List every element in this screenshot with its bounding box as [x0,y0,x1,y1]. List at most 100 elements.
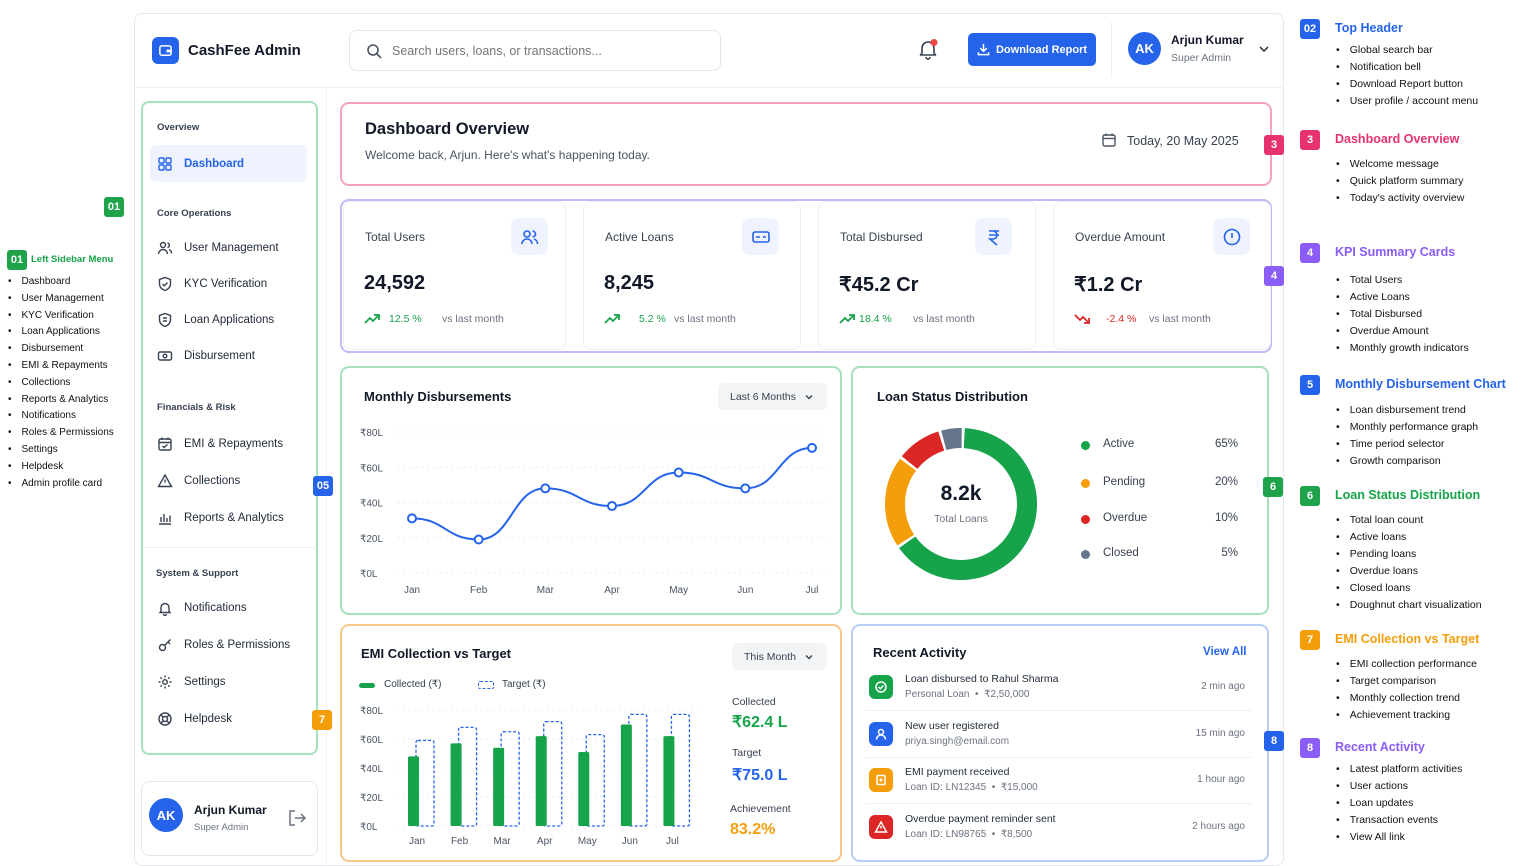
sidebar-item-label: Loan Applications [184,313,275,326]
time-period-selector[interactable]: Last 6 Months [718,383,827,410]
sidebar-item-loan-applications[interactable]: Loan Applications [150,301,307,338]
sidebar-item-label: KYC Verification [184,277,268,290]
left-annotation-item: Reports & Analytics [4,392,114,409]
activity-icon-box [869,722,893,746]
activity-title[interactable]: EMI payment received [905,766,1010,778]
alert-circle-icon [1223,228,1240,245]
sidebar-item-label: Settings [184,675,226,688]
grid-icon [158,156,172,171]
kpi-card[interactable] [583,201,801,350]
sidebar-item-settings[interactable]: Settings [150,663,307,700]
legend-label: Active [1103,438,1135,450]
sidebar-item-roles-permissions[interactable]: Roles & Permissions [150,626,307,663]
right-annotation-title: Loan Status Distribution [1335,488,1481,502]
header-separator [1111,22,1112,78]
donut-slice-closed [941,428,962,451]
collected-bar [620,724,632,826]
left-annotation-item: Settings [4,442,114,459]
kpi-icon-box [511,218,548,255]
right-annotation-list: Total loan countActive loansPending loan… [1332,512,1482,614]
disbursement-chart-title: Monthly Disbursements [364,389,512,404]
right-annotation-item: Target comparison [1332,673,1477,690]
avatar[interactable]: AK [1128,32,1161,65]
achievement-value: 83.2% [730,821,776,838]
activity-title[interactable]: Overdue payment reminder sent [905,813,1056,825]
header-user-name[interactable]: Arjun Kumar [1171,33,1244,47]
view-all-link[interactable]: View All [1203,646,1247,658]
right-annotation-item: User actions [1332,778,1462,795]
kpi-card[interactable] [1053,201,1271,350]
collected-bar [578,752,590,826]
legend-dot [1081,441,1090,450]
x-tick-label: Feb [470,585,488,596]
sidebar-item-collections[interactable]: Collections [150,462,307,499]
bell-icon [158,602,172,616]
sidebar-annotation-badge-05: 05 [313,476,333,496]
sidebar-item-notifications[interactable]: Notifications [150,589,307,626]
sidebar-item-reports-analytics[interactable]: Reports & Analytics [150,499,307,536]
activity-divider [866,757,1252,758]
right-annotation-item: Doughnut chart visualization [1332,597,1482,614]
right-annotation-item: Loan updates [1332,795,1462,812]
right-annotation-badge: 3 [1300,130,1320,150]
y-tick-label: ₹40L [360,499,383,510]
download-icon [977,43,990,56]
right-annotation-title: KPI Summary Cards [1335,245,1456,259]
sidebar-item-dashboard[interactable]: Dashboard [150,145,307,182]
trend-up-icon [364,314,380,324]
sidebar-item-label: User Management [184,241,279,254]
right-annotation-list: Welcome messageQuick platform summaryTod… [1332,156,1465,207]
brand-logo-icon[interactable] [152,37,179,64]
search-input[interactable] [392,43,692,58]
users-icon [157,241,173,254]
right-annotation-item: User profile / account menu [1332,93,1478,110]
right-annotation-badge: 7 [1300,630,1320,650]
right-annotation-item: Overdue Amount [1332,323,1469,340]
left-annotation-item: Collections [4,375,114,392]
right-annotation-item: Monthly collection trend [1332,690,1477,707]
download-report-button[interactable]: Download Report [968,33,1096,66]
left-annotation-item: Loan Applications [4,324,114,341]
activity-title[interactable]: New user registered [905,720,999,732]
activity-subtitle: Loan ID: LN12345 • ₹15,000 [905,782,1038,793]
sidebar-item-helpdesk[interactable]: Helpdesk [150,700,307,737]
activity-icon-box [869,815,893,839]
donut-slice-overdue [901,431,945,470]
y-tick-label: ₹20L [360,793,383,804]
bar-chart-icon [159,513,171,525]
admin-profile-card[interactable]: AK Arjun Kumar Super Admin [141,781,318,856]
global-search-bar[interactable] [349,30,721,71]
profile-user-role: Super Admin [194,822,249,833]
kpi-value: ₹45.2 Cr [839,274,919,296]
chevron-down-icon[interactable] [1258,42,1270,60]
x-tick-label: Jan [409,836,425,847]
recent-annotation-badge: 8 [1264,731,1284,751]
warning-icon [874,820,888,833]
right-annotation-item: Quick platform summary [1332,173,1464,190]
left-annotation-item: EMI & Repayments [4,358,114,375]
series-line [411,446,813,541]
legend-label: Closed [1103,547,1139,559]
right-annotation-badge: 02 [1300,19,1320,39]
sidebar-item-emi-repayments[interactable]: EMI & Repayments [150,425,307,462]
legend-collected-label: Collected (₹) [384,679,442,690]
notification-bell-icon[interactable] [917,38,939,60]
right-annotation-item: Total loan count [1332,512,1482,529]
x-tick-label: May [578,836,597,847]
sidebar-item-user-management[interactable]: User Management [150,229,307,266]
loan-status-panel [851,366,1269,615]
right-annotation-title: Dashboard Overview [1335,132,1460,146]
logout-icon[interactable] [287,808,307,828]
data-point [607,501,617,512]
sidebar-item-kyc-verification[interactable]: KYC Verification [150,265,307,302]
activity-title[interactable]: Loan disbursed to Rahul Sharma [905,673,1059,685]
x-tick-label: Apr [604,585,620,596]
rupee-icon [987,229,999,246]
trend-up-icon [839,314,855,324]
donut-slice-pending [885,458,917,546]
emi-period-selector[interactable]: This Month [732,643,827,670]
users-icon [520,229,538,244]
x-tick-label: Feb [451,836,469,847]
right-annotation-item: Download Report button [1332,76,1478,93]
sidebar-item-disbursement[interactable]: Disbursement [150,337,307,374]
